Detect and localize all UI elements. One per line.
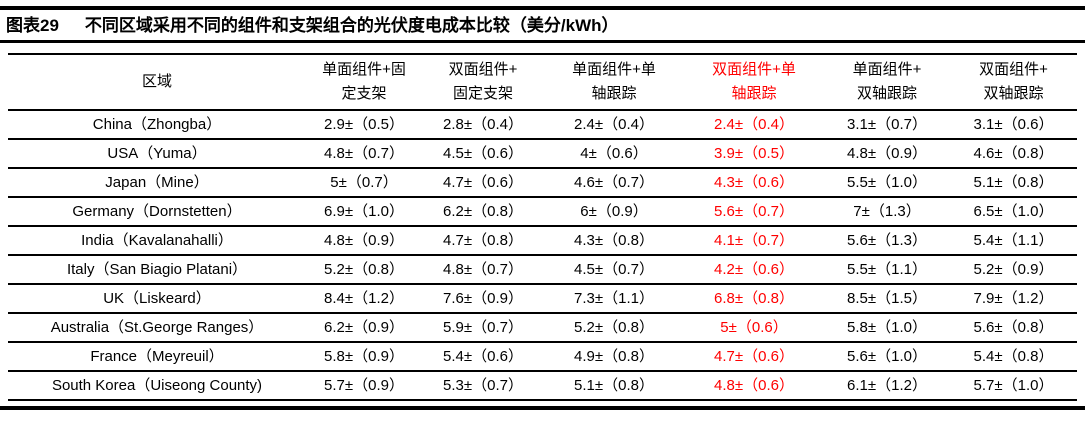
value-cell: 3.1±（0.6） [950, 110, 1077, 140]
value-cell: 4.7±（0.6） [684, 342, 824, 372]
value-cell: 4.5±（0.6） [422, 139, 544, 169]
value-cell: 5.8±（0.9） [306, 342, 422, 372]
table-row: India（Kavalanahalli） 4.8±（0.9） 4.7±（0.8）… [8, 226, 1077, 256]
value-cell: 5.5±（1.1） [824, 255, 950, 285]
value-cell: 6.1±（1.2） [824, 371, 950, 401]
value-cell: 4.2±（0.6） [684, 255, 824, 285]
value-cell: 6.9±（1.0） [306, 197, 422, 227]
column-header-bi-fixed: 双面组件+ 固定支架 [422, 54, 544, 111]
report-figure-page: 图表29 不同区域采用不同的组件和支架组合的光伏度电成本比较（美分/kWh） 区域… [0, 6, 1085, 427]
value-cell: 5.3±（0.7） [422, 371, 544, 401]
value-cell: 5.2±（0.8） [306, 255, 422, 285]
value-cell: 5.7±（1.0） [950, 371, 1077, 401]
top-rule [0, 6, 1085, 10]
value-cell: 5.7±（0.9） [306, 371, 422, 401]
table-row: USA（Yuma） 4.8±（0.7） 4.5±（0.6） 4±（0.6） 3.… [8, 139, 1077, 169]
value-cell: 7.9±（1.2） [950, 284, 1077, 314]
value-cell: 4.1±（0.7） [684, 226, 824, 256]
value-cell: 2.9±（0.5） [306, 110, 422, 140]
lcoe-comparison-table: 区域 单面组件+固 定支架 双面组件+ 固定支架 单面组件+单 轴跟踪 双面组件… [8, 53, 1077, 401]
value-cell: 4.3±（0.6） [684, 168, 824, 198]
value-cell: 4.8±（0.6） [684, 371, 824, 401]
figure-title-text: 不同区域采用不同的组件和支架组合的光伏度电成本比较（美分/kWh） [84, 16, 619, 35]
region-cell: France（Meyreuil） [8, 342, 306, 372]
table-row: Italy（San Biagio Platani） 5.2±（0.8） 4.8±… [8, 255, 1077, 285]
value-cell: 2.8±（0.4） [422, 110, 544, 140]
table-body: China（Zhongba） 2.9±（0.5） 2.8±（0.4） 2.4±（… [8, 110, 1077, 401]
column-header-mono-2axis: 单面组件+ 双轴跟踪 [824, 54, 950, 111]
value-cell: 5.4±（0.8） [950, 342, 1077, 372]
value-cell: 4.8±（0.9） [824, 139, 950, 169]
value-cell: 5.2±（0.8） [544, 313, 684, 343]
table-row: Australia（St.George Ranges） 6.2±（0.9） 5.… [8, 313, 1077, 343]
value-cell: 4.8±（0.9） [306, 226, 422, 256]
region-cell: South Korea（Uiseong County) [8, 371, 306, 401]
value-cell: 5.6±（0.8） [950, 313, 1077, 343]
table-row: China（Zhongba） 2.9±（0.5） 2.8±（0.4） 2.4±（… [8, 110, 1077, 140]
value-cell: 5.1±（0.8） [544, 371, 684, 401]
column-header-mono-1axis: 单面组件+单 轴跟踪 [544, 54, 684, 111]
column-header-region: 区域 [8, 54, 306, 111]
column-header-mono-fixed: 单面组件+固 定支架 [306, 54, 422, 111]
value-cell: 4.3±（0.8） [544, 226, 684, 256]
value-cell: 4.9±（0.8） [544, 342, 684, 372]
value-cell: 4.8±（0.7） [422, 255, 544, 285]
region-cell: UK（Liskeard） [8, 284, 306, 314]
value-cell: 6.2±（0.9） [306, 313, 422, 343]
value-cell: 4.6±（0.7） [544, 168, 684, 198]
value-cell: 4.7±（0.8） [422, 226, 544, 256]
value-cell: 7±（1.3） [824, 197, 950, 227]
page-title: 图表29 不同区域采用不同的组件和支架组合的光伏度电成本比较（美分/kWh） [0, 10, 1085, 40]
value-cell: 5.6±（0.7） [684, 197, 824, 227]
figure-number: 图表29 [6, 16, 59, 35]
value-cell: 4.8±（0.7） [306, 139, 422, 169]
value-cell: 5.6±（1.0） [824, 342, 950, 372]
value-cell: 5.4±（0.6） [422, 342, 544, 372]
value-cell: 4±（0.6） [544, 139, 684, 169]
value-cell: 4.6±（0.8） [950, 139, 1077, 169]
value-cell: 5±（0.7） [306, 168, 422, 198]
value-cell: 5.4±（1.1） [950, 226, 1077, 256]
value-cell: 5.2±（0.9） [950, 255, 1077, 285]
value-cell: 6.2±（0.8） [422, 197, 544, 227]
header-row: 区域 单面组件+固 定支架 双面组件+ 固定支架 单面组件+单 轴跟踪 双面组件… [8, 54, 1077, 111]
region-cell: Australia（St.George Ranges） [8, 313, 306, 343]
value-cell: 8.5±（1.5） [824, 284, 950, 314]
region-cell: India（Kavalanahalli） [8, 226, 306, 256]
table-row: UK（Liskeard） 8.4±（1.2） 7.6±（0.9） 7.3±（1.… [8, 284, 1077, 314]
column-header-bi-1axis: 双面组件+单 轴跟踪 [684, 54, 824, 111]
value-cell: 5.6±（1.3） [824, 226, 950, 256]
value-cell: 6±（0.9） [544, 197, 684, 227]
value-cell: 6.8±（0.8） [684, 284, 824, 314]
value-cell: 5±（0.6） [684, 313, 824, 343]
value-cell: 7.3±（1.1） [544, 284, 684, 314]
value-cell: 4.5±（0.7） [544, 255, 684, 285]
title-divider [0, 40, 1085, 43]
region-cell: Italy（San Biagio Platani） [8, 255, 306, 285]
value-cell: 5.8±（1.0） [824, 313, 950, 343]
region-cell: USA（Yuma） [8, 139, 306, 169]
value-cell: 3.9±（0.5） [684, 139, 824, 169]
table-row: France（Meyreuil） 5.8±（0.9） 5.4±（0.6） 4.9… [8, 342, 1077, 372]
value-cell: 7.6±（0.9） [422, 284, 544, 314]
region-cell: China（Zhongba） [8, 110, 306, 140]
column-header-bi-2axis: 双面组件+ 双轴跟踪 [950, 54, 1077, 111]
region-cell: Germany（Dornstetten） [8, 197, 306, 227]
table-row: South Korea（Uiseong County) 5.7±（0.9） 5.… [8, 371, 1077, 401]
value-cell: 8.4±（1.2） [306, 284, 422, 314]
table-row: Japan（Mine） 5±（0.7） 4.7±（0.6） 4.6±（0.7） … [8, 168, 1077, 198]
value-cell: 6.5±（1.0） [950, 197, 1077, 227]
value-cell: 2.4±（0.4） [544, 110, 684, 140]
value-cell: 5.5±（1.0） [824, 168, 950, 198]
value-cell: 2.4±（0.4） [684, 110, 824, 140]
bottom-rule [0, 406, 1085, 410]
value-cell: 5.1±（0.8） [950, 168, 1077, 198]
value-cell: 4.7±（0.6） [422, 168, 544, 198]
value-cell: 5.9±（0.7） [422, 313, 544, 343]
table-row: Germany（Dornstetten） 6.9±（1.0） 6.2±（0.8）… [8, 197, 1077, 227]
region-cell: Japan（Mine） [8, 168, 306, 198]
value-cell: 3.1±（0.7） [824, 110, 950, 140]
